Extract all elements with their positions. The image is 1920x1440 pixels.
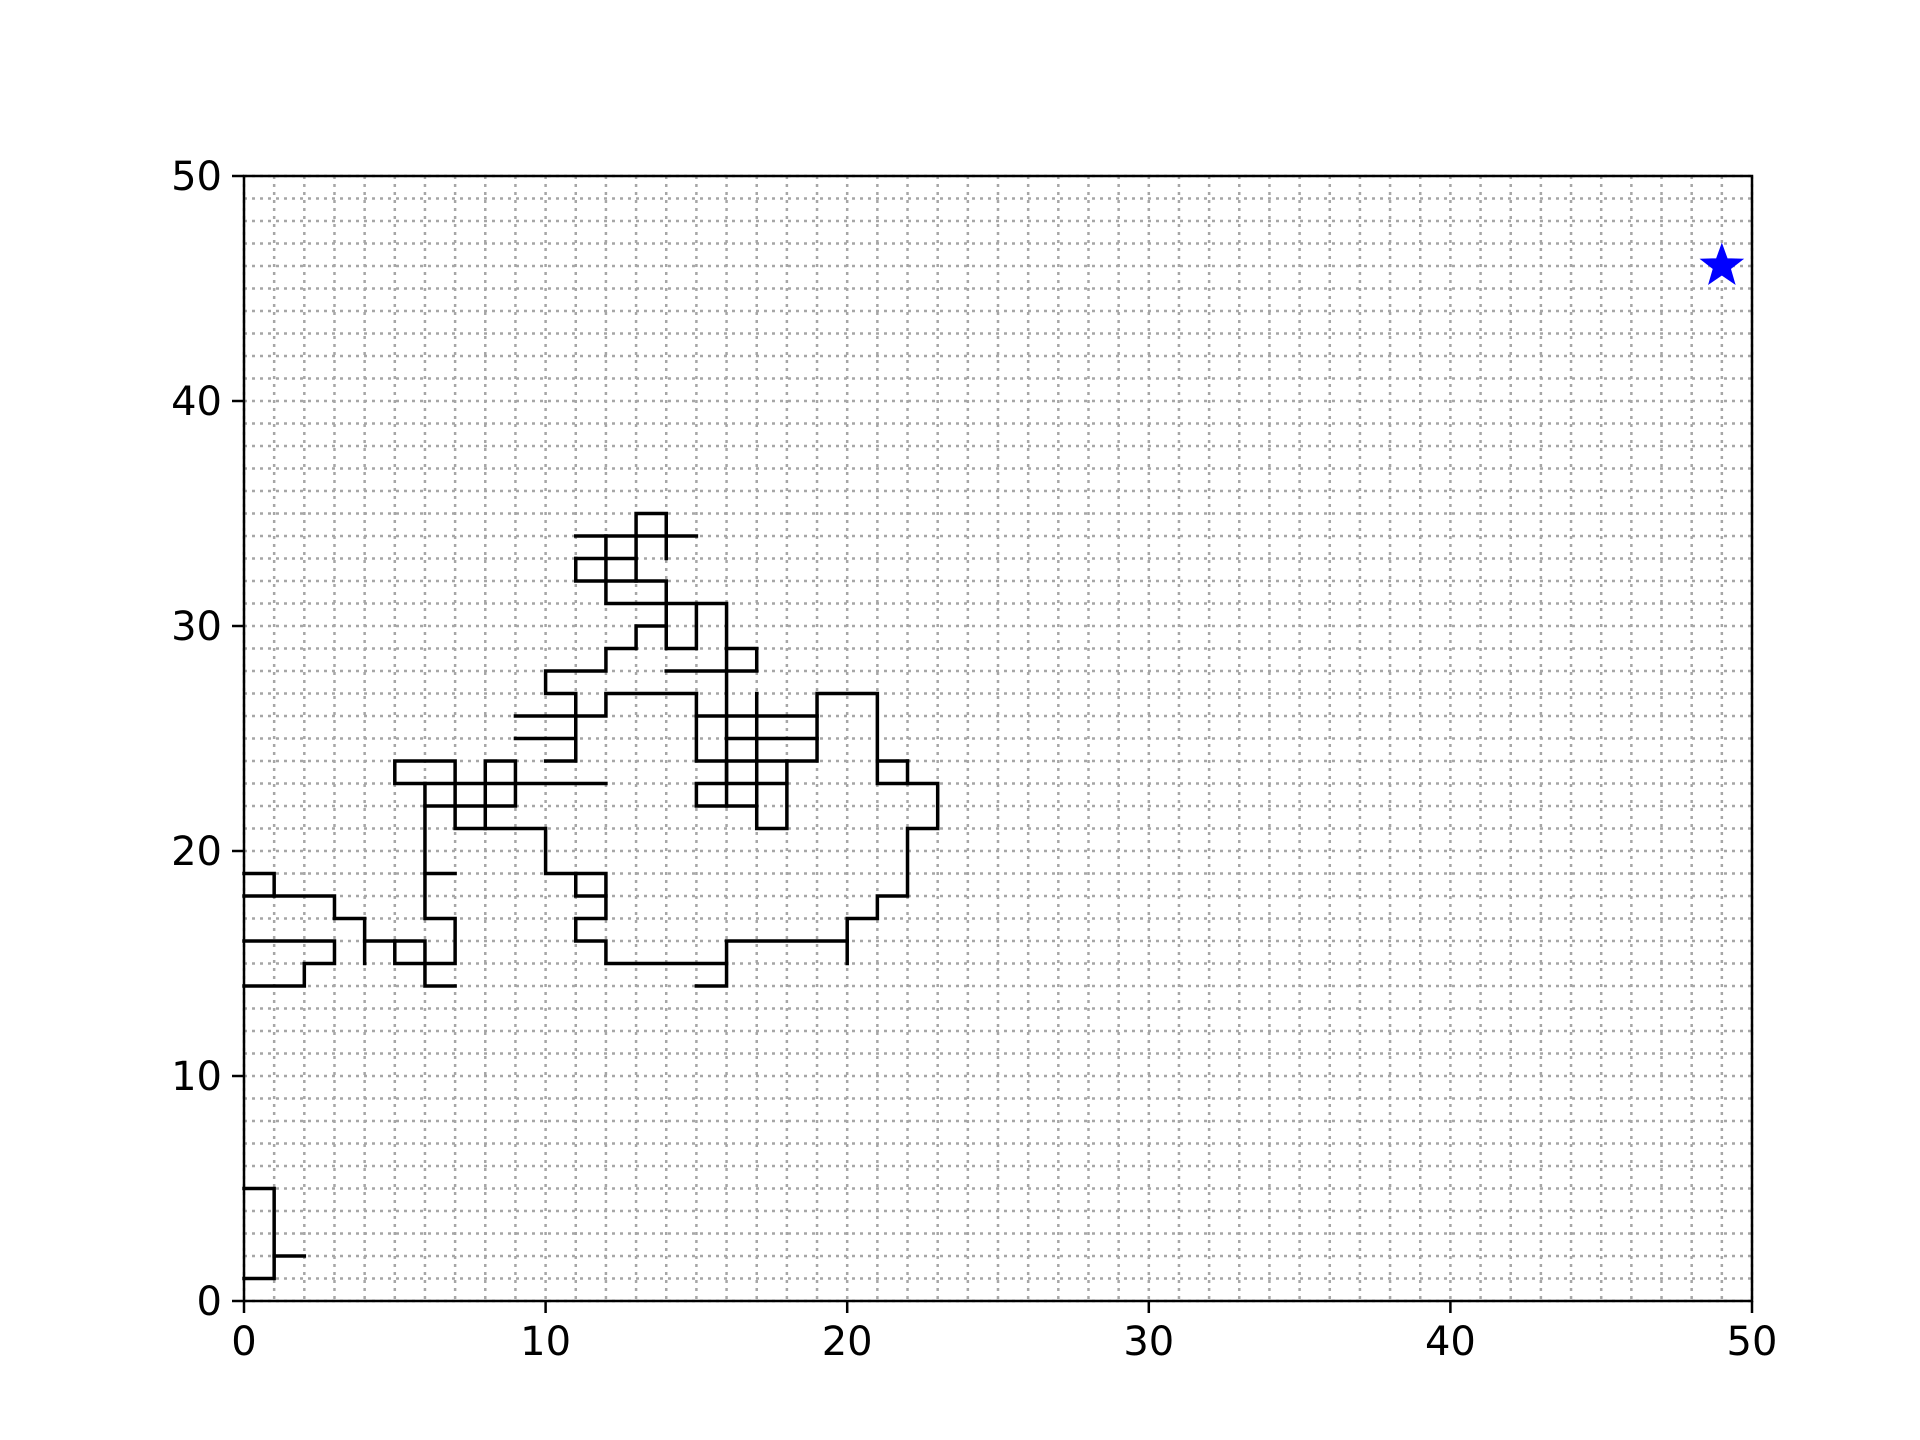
x-tick-label-40: 40: [1425, 1319, 1476, 1365]
walk-segment-11: [574, 871, 608, 898]
walk-segment-17: [513, 691, 699, 718]
walk-segment-3: [242, 894, 367, 966]
walk-segment-4: [242, 871, 276, 898]
x-tick-label-50: 50: [1727, 1319, 1778, 1365]
walk-segment-29: [604, 534, 668, 606]
y-tick-label-10: 10: [171, 1054, 222, 1100]
walk-segment-6: [393, 759, 729, 988]
walk-segment-15: [543, 601, 880, 831]
y-tick-label-50: 50: [171, 154, 222, 200]
x-tick-label-10: 10: [520, 1319, 571, 1365]
x-tick-label-30: 30: [1123, 1319, 1174, 1365]
y-tick-label-0: 0: [197, 1279, 222, 1325]
walk-segment-0: [242, 1186, 276, 1281]
walk-paths: [242, 511, 940, 1281]
y-tick-label-30: 30: [171, 604, 222, 650]
walk-segment-12: [724, 939, 849, 966]
x-tick-label-0: 0: [231, 1319, 256, 1365]
walk-segment-2: [242, 939, 337, 988]
walk-segment-25: [634, 511, 668, 628]
star-marker: [1699, 242, 1745, 285]
axes-frame: [242, 174, 1754, 1303]
ticks: 0 10 20 30 40 50 0 10 20 30 40 50: [171, 154, 1777, 1365]
y-tick-label-20: 20: [171, 829, 222, 875]
marker-layer: [1699, 242, 1745, 285]
y-tick-label-40: 40: [171, 379, 222, 425]
walk-segment-13: [845, 759, 940, 943]
walk-segment-18: [664, 646, 759, 673]
x-tick-label-20: 20: [822, 1319, 873, 1365]
walk-segment-27: [574, 556, 638, 583]
